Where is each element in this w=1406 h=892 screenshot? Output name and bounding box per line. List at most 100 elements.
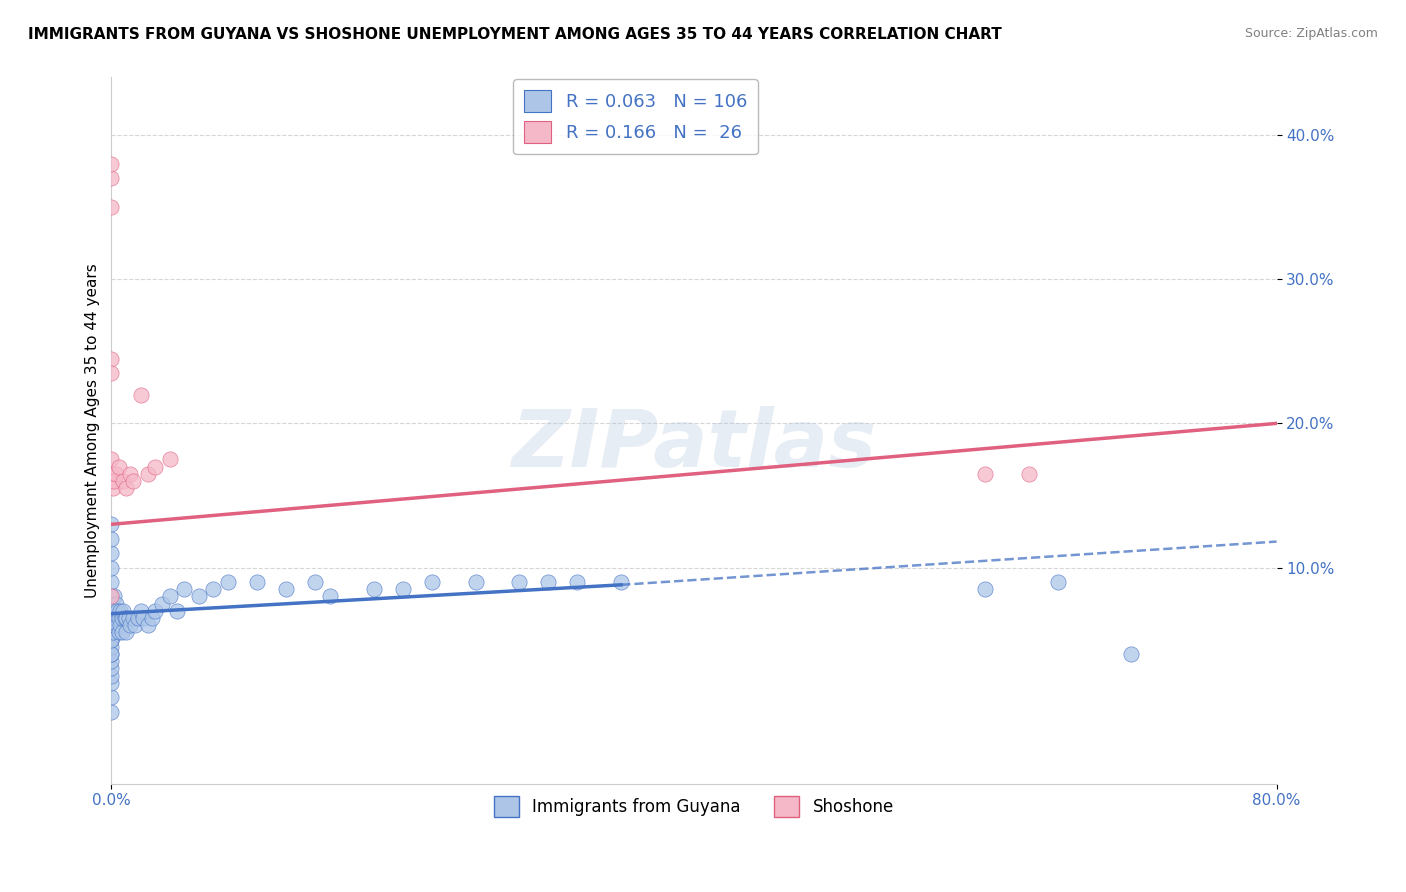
Point — [100, 632, 122, 647]
Point — [100, 590, 122, 604]
Point — [319, 590, 342, 604]
Point — [100, 668, 122, 682]
Text: ZIPatlas: ZIPatlas — [512, 406, 876, 483]
Point — [112, 604, 135, 618]
Point — [100, 366, 122, 380]
Point — [100, 632, 122, 647]
Point — [101, 625, 124, 640]
Point — [120, 618, 142, 632]
Point — [107, 459, 129, 474]
Point — [100, 640, 122, 654]
Point — [101, 481, 124, 495]
Point — [112, 474, 135, 488]
Point — [101, 604, 124, 618]
Point — [110, 625, 132, 640]
Point — [166, 604, 188, 618]
Text: Source: ZipAtlas.com: Source: ZipAtlas.com — [1244, 27, 1378, 40]
Point — [1018, 467, 1040, 481]
Point — [217, 574, 239, 589]
Point — [1047, 574, 1070, 589]
Point — [100, 532, 122, 546]
Point — [100, 517, 122, 532]
Point — [103, 474, 125, 488]
Point — [129, 604, 152, 618]
Point — [363, 582, 385, 596]
Point — [108, 604, 131, 618]
Point — [1119, 647, 1142, 661]
Point — [122, 474, 145, 488]
Point — [420, 574, 443, 589]
Point — [100, 611, 122, 625]
Point — [143, 459, 166, 474]
Point — [104, 611, 127, 625]
Point — [129, 387, 152, 401]
Point — [100, 574, 122, 589]
Point — [100, 647, 122, 661]
Point — [118, 611, 141, 625]
Point — [100, 467, 122, 481]
Point — [100, 618, 122, 632]
Point — [115, 625, 138, 640]
Point — [100, 546, 122, 560]
Point — [100, 351, 122, 366]
Point — [132, 611, 155, 625]
Text: IMMIGRANTS FROM GUYANA VS SHOSHONE UNEMPLOYMENT AMONG AGES 35 TO 44 YEARS CORREL: IMMIGRANTS FROM GUYANA VS SHOSHONE UNEMP… — [28, 27, 1002, 42]
Point — [136, 618, 159, 632]
Point — [100, 690, 122, 705]
Point — [100, 604, 122, 618]
Point — [100, 632, 122, 647]
Point — [100, 654, 122, 668]
Point — [100, 200, 122, 214]
Point — [108, 618, 131, 632]
Point — [100, 157, 122, 171]
Point — [114, 611, 136, 625]
Point — [100, 590, 122, 604]
Point — [567, 574, 589, 589]
Point — [105, 618, 128, 632]
Point — [107, 611, 129, 625]
Point — [124, 618, 146, 632]
Point — [115, 611, 138, 625]
Point — [115, 481, 138, 495]
Point — [107, 625, 129, 640]
Point — [100, 452, 122, 467]
Point — [104, 467, 127, 481]
Point — [159, 590, 181, 604]
Point — [141, 611, 163, 625]
Point — [122, 611, 145, 625]
Point — [187, 590, 209, 604]
Point — [159, 452, 181, 467]
Point — [100, 618, 122, 632]
Point — [610, 574, 633, 589]
Point — [120, 467, 142, 481]
Point — [464, 574, 486, 589]
Point — [100, 171, 122, 186]
Point — [100, 625, 122, 640]
Point — [104, 597, 127, 611]
Point — [127, 611, 149, 625]
Point — [391, 582, 413, 596]
Legend: Immigrants from Guyana, Shoshone: Immigrants from Guyana, Shoshone — [485, 788, 903, 825]
Point — [136, 467, 159, 481]
Point — [100, 560, 122, 574]
Point — [508, 574, 530, 589]
Point — [974, 582, 997, 596]
Point — [537, 574, 560, 589]
Point — [110, 611, 132, 625]
Y-axis label: Unemployment Among Ages 35 to 44 years: Unemployment Among Ages 35 to 44 years — [86, 263, 100, 598]
Point — [100, 474, 122, 488]
Point — [100, 597, 122, 611]
Point — [143, 604, 166, 618]
Point — [150, 597, 173, 611]
Point — [246, 574, 269, 589]
Point — [100, 676, 122, 690]
Point — [974, 467, 997, 481]
Point — [202, 582, 225, 596]
Point — [276, 582, 298, 596]
Point — [100, 661, 122, 675]
Point — [304, 574, 326, 589]
Point — [100, 705, 122, 719]
Point — [105, 604, 128, 618]
Point — [173, 582, 195, 596]
Point — [103, 618, 125, 632]
